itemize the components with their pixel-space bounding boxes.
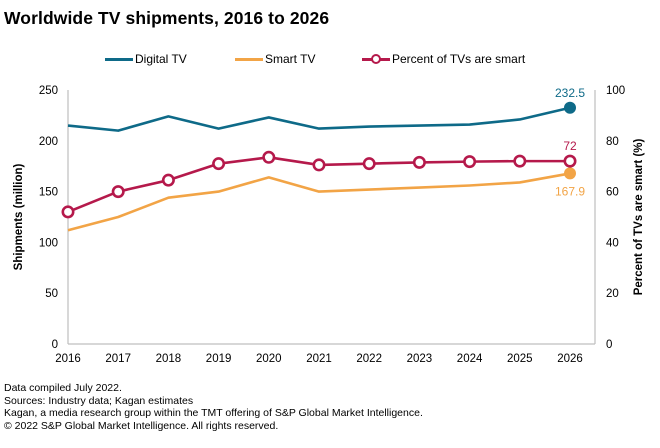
end-point-digital-tv <box>564 101 576 114</box>
y-tick-label-right: 60 <box>606 187 619 199</box>
data-point-percent-of-tvs-are-smart <box>362 157 376 171</box>
y-tick-label-right: 40 <box>606 237 619 249</box>
x-tick-label: 2019 <box>206 353 232 365</box>
x-tick-label: 2022 <box>356 353 382 365</box>
legend-item-digital-tv: Digital TV <box>105 52 187 66</box>
y-tick-label-left: 0 <box>52 339 58 351</box>
legend-item-smart-tv: Smart TV <box>235 52 315 66</box>
footer-line-sources: Sources: Industry data; Kagan estimates <box>4 394 194 407</box>
legend-label-smart-tv: Smart TV <box>265 52 316 66</box>
x-tick-label: 2023 <box>407 353 433 365</box>
data-point-percent-of-tvs-are-smart <box>312 158 326 172</box>
legend-swatch-percent-smart <box>362 53 390 65</box>
footer-line-compiled: Data compiled July 2022. <box>4 382 122 394</box>
x-tick-label: 2020 <box>256 353 282 365</box>
data-point-percent-of-tvs-are-smart <box>212 157 226 171</box>
data-point-percent-of-tvs-are-smart <box>111 185 125 199</box>
data-point-percent-of-tvs-are-smart <box>412 155 426 169</box>
chart-series <box>61 101 577 232</box>
y-tick-label-right: 20 <box>606 288 619 300</box>
y-axis-title-right: Percent of TVs are smart (%) <box>633 139 645 296</box>
data-label-digital-tv: 232.5 <box>555 86 585 100</box>
data-point-percent-of-tvs-are-smart <box>513 154 527 168</box>
x-tick-label: 2025 <box>507 353 533 365</box>
legend-swatch-digital-tv <box>105 57 133 61</box>
legend-swatch-smart-tv <box>235 57 263 61</box>
end-point-smart-tv <box>564 167 576 180</box>
y-tick-label-left: 150 <box>39 187 58 199</box>
data-point-percent-of-tvs-are-smart <box>463 155 477 169</box>
data-label-percent-smart: 72 <box>563 139 577 153</box>
y-tick-label-left: 200 <box>39 136 58 148</box>
x-tick-label: 2024 <box>457 353 483 365</box>
y-axis-title-left: Shipments (million) <box>13 163 25 270</box>
x-tick-label: 2018 <box>156 353 182 365</box>
legend-label-digital-tv: Digital TV <box>135 52 187 66</box>
footer-line-kagan: Kagan, a media research group within the… <box>4 407 423 420</box>
data-label-smart-tv: 167.9 <box>555 184 585 198</box>
y-tick-label-left: 250 <box>39 85 58 97</box>
data-point-percent-of-tvs-are-smart <box>563 154 577 168</box>
series-line-smart-tv <box>67 172 571 232</box>
data-point-percent-of-tvs-are-smart <box>61 205 75 219</box>
x-tick-label: 2021 <box>306 353 332 365</box>
chart-footer: Data compiled July 2022. Sources: Indust… <box>4 382 423 432</box>
y-tick-label-right: 0 <box>606 339 612 351</box>
x-tick-label: 2026 <box>557 353 583 365</box>
chart-legend: Digital TV Smart TV Percent of TVs are s… <box>0 52 660 70</box>
y-tick-label-left: 100 <box>39 237 58 249</box>
data-point-percent-of-tvs-are-smart <box>262 150 276 164</box>
y-tick-label-left: 50 <box>45 288 58 300</box>
y-tick-label-right: 100 <box>606 85 625 97</box>
x-tick-label: 2017 <box>105 353 131 365</box>
chart-title: Worldwide TV shipments, 2016 to 2026 <box>4 8 330 28</box>
x-tick-label: 2016 <box>55 353 81 365</box>
data-point-percent-of-tvs-are-smart <box>161 173 175 187</box>
series-line-digital-tv <box>67 106 571 132</box>
footer-line-copyright: © 2022 S&P Global Market Intelligence. A… <box>4 419 279 432</box>
chart-axes: 0 50 100 150 200 250 0 20 40 60 80 100 2016 2017 2018 2… <box>13 85 645 365</box>
circle-marker-icon <box>371 54 381 64</box>
y-tick-label-right: 80 <box>606 136 619 148</box>
chart-labels: 232.5 72 167.9 <box>555 86 585 199</box>
legend-item-percent-smart: Percent of TVs are smart <box>362 52 525 66</box>
legend-label-percent-smart: Percent of TVs are smart <box>392 52 526 66</box>
